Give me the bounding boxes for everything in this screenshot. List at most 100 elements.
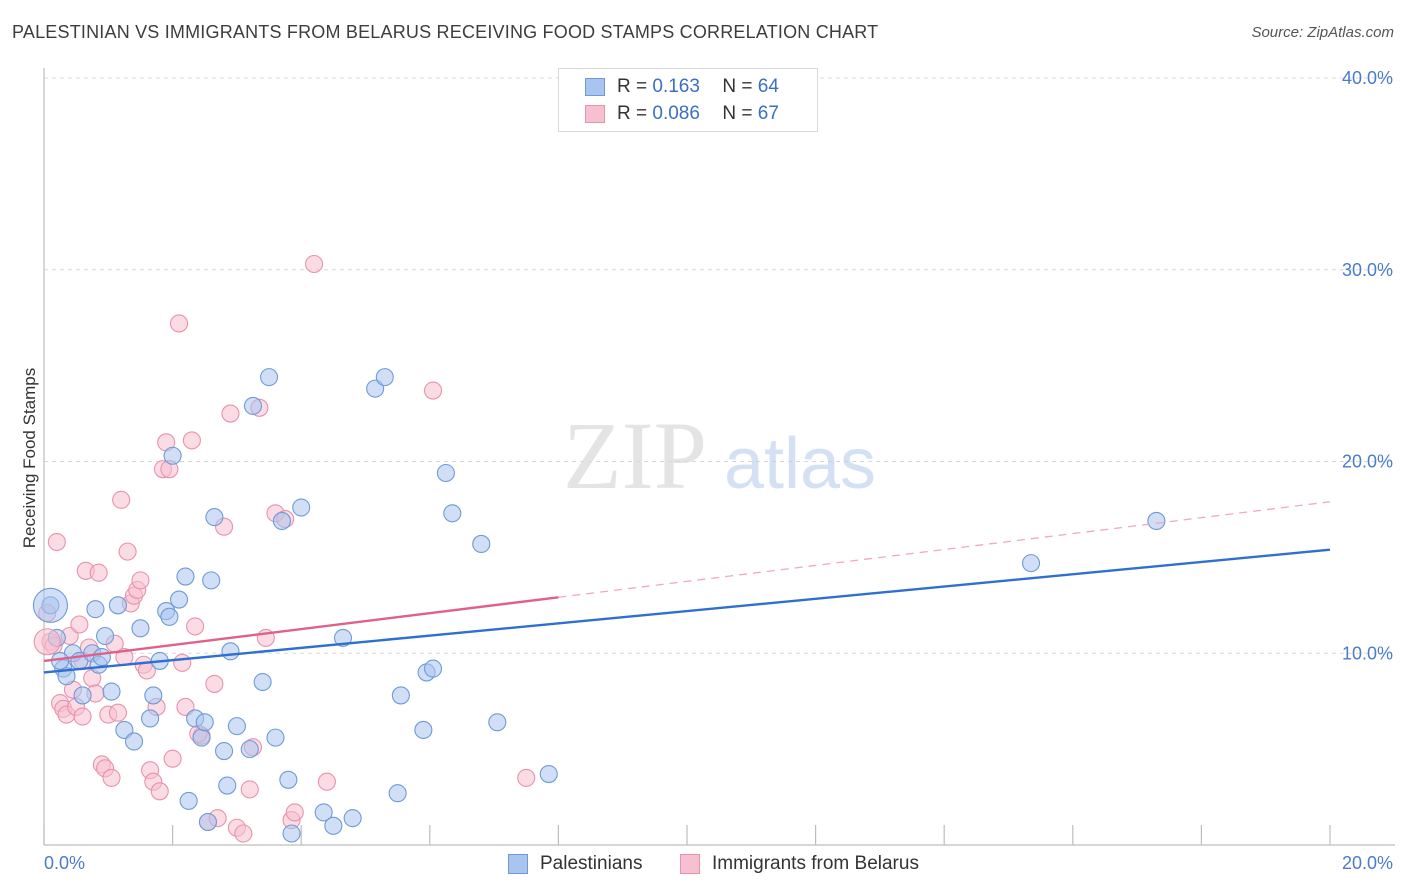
legend-swatch-belarus	[680, 854, 700, 874]
n-value: 67	[757, 103, 779, 124]
r-value: 0.086	[652, 103, 700, 124]
point-palestinians	[141, 709, 160, 728]
point-palestinians	[198, 812, 218, 832]
watermark-atlas: atlas	[724, 424, 876, 504]
point-belarus	[317, 772, 336, 791]
point-belarus	[205, 674, 224, 693]
point-palestinians	[414, 720, 433, 740]
point-palestinians	[176, 567, 195, 586]
point-palestinians	[266, 728, 285, 747]
point-palestinians	[102, 682, 121, 701]
point-belarus	[169, 314, 189, 333]
point-belarus	[89, 563, 108, 582]
point-palestinians	[391, 686, 410, 705]
stats-legend-row-belarus: R = 0.086 N = 67	[585, 102, 779, 126]
point-palestinians	[343, 809, 362, 828]
point-palestinians	[202, 571, 221, 590]
point-palestinians	[472, 534, 491, 554]
point-palestinians	[253, 672, 272, 692]
legend-swatch-palestinians	[508, 854, 528, 874]
y-tick-label: 10.0%	[1342, 643, 1393, 663]
point-palestinians	[240, 740, 259, 759]
legend-item-palestinians[interactable]: Palestinians	[508, 852, 642, 876]
point-palestinians	[86, 600, 105, 619]
stats-legend-row-palestinians: R = 0.163 N = 64	[585, 75, 779, 99]
point-palestinians	[192, 728, 211, 747]
point-belarus	[112, 490, 131, 509]
data-points	[32, 254, 1166, 843]
point-palestinians	[314, 803, 333, 822]
point-palestinians	[108, 596, 127, 615]
point-palestinians	[32, 587, 68, 623]
point-palestinians	[96, 626, 115, 646]
point-palestinians	[488, 713, 507, 732]
point-palestinians	[259, 368, 279, 387]
watermark-zip: ZIP	[563, 402, 707, 509]
point-belarus	[108, 703, 127, 722]
x-tick-label: 20.0%	[1342, 853, 1393, 873]
point-palestinians	[539, 765, 558, 784]
n-label: N =	[722, 103, 753, 124]
point-palestinians	[1147, 511, 1166, 530]
y-tick-label: 30.0%	[1342, 260, 1393, 280]
point-belarus	[285, 803, 304, 822]
swatch-palestinians	[585, 78, 605, 96]
point-belarus	[240, 780, 259, 799]
legend-label-palestinians: Palestinians	[540, 853, 643, 874]
point-palestinians	[292, 498, 311, 517]
point-palestinians	[169, 590, 189, 609]
trendline-palestinians	[43, 548, 1331, 674]
trendline-belarus-projection	[558, 501, 1331, 598]
point-palestinians	[243, 396, 263, 415]
y-axis-label: Receiving Food Stamps	[20, 367, 39, 549]
point-palestinians	[73, 686, 92, 705]
point-palestinians	[227, 717, 246, 736]
point-belarus	[70, 615, 89, 634]
point-palestinians	[1021, 554, 1041, 573]
point-palestinians	[214, 741, 234, 761]
legend-label-belarus: Immigrants from Belarus	[712, 853, 919, 874]
point-belarus	[131, 571, 150, 590]
point-palestinians	[160, 607, 179, 626]
point-palestinians	[205, 508, 224, 527]
point-belarus	[305, 254, 324, 274]
point-belarus	[423, 381, 443, 400]
point-palestinians	[279, 770, 298, 789]
point-belarus	[118, 542, 137, 561]
point-belarus	[47, 532, 66, 552]
n-label: N =	[722, 76, 753, 97]
point-palestinians	[436, 463, 455, 483]
point-belarus	[33, 628, 61, 656]
point-palestinians	[144, 686, 163, 705]
point-palestinians	[124, 732, 144, 751]
point-palestinians	[163, 446, 182, 465]
swatch-belarus	[585, 105, 605, 123]
x-tick-label: 0.0%	[44, 853, 85, 873]
legend-item-belarus[interactable]: Immigrants from Belarus	[680, 852, 919, 876]
point-belarus	[150, 782, 169, 801]
point-palestinians	[443, 504, 462, 523]
point-palestinians	[179, 791, 198, 810]
point-palestinians	[221, 642, 240, 661]
y-tick-label: 20.0%	[1342, 452, 1393, 472]
point-palestinians	[272, 511, 291, 530]
chart-title: PALESTINIAN VS IMMIGRANTS FROM BELARUS R…	[12, 22, 879, 42]
r-value: 0.163	[652, 76, 700, 97]
r-label: R =	[617, 76, 648, 97]
point-palestinians	[51, 651, 70, 670]
tick-labels: 10.0% 20.0% 30.0% 40.0% 0.0% 20.0%	[44, 68, 1393, 873]
trend-lines	[43, 501, 1331, 674]
n-value: 64	[757, 76, 779, 97]
axes	[43, 68, 1395, 846]
trendline-belarus	[43, 596, 559, 663]
point-palestinians	[333, 628, 353, 647]
point-palestinians	[375, 368, 394, 387]
point-palestinians	[131, 619, 150, 638]
point-belarus	[102, 768, 121, 787]
stats-legend: R = 0.163 N = 64 R = 0.086 N = 67	[558, 68, 818, 132]
point-belarus	[186, 617, 205, 636]
point-palestinians	[324, 816, 343, 835]
point-belarus	[234, 824, 253, 843]
point-palestinians	[218, 776, 237, 795]
source-label: Source: ZipAtlas.com	[1251, 24, 1394, 41]
